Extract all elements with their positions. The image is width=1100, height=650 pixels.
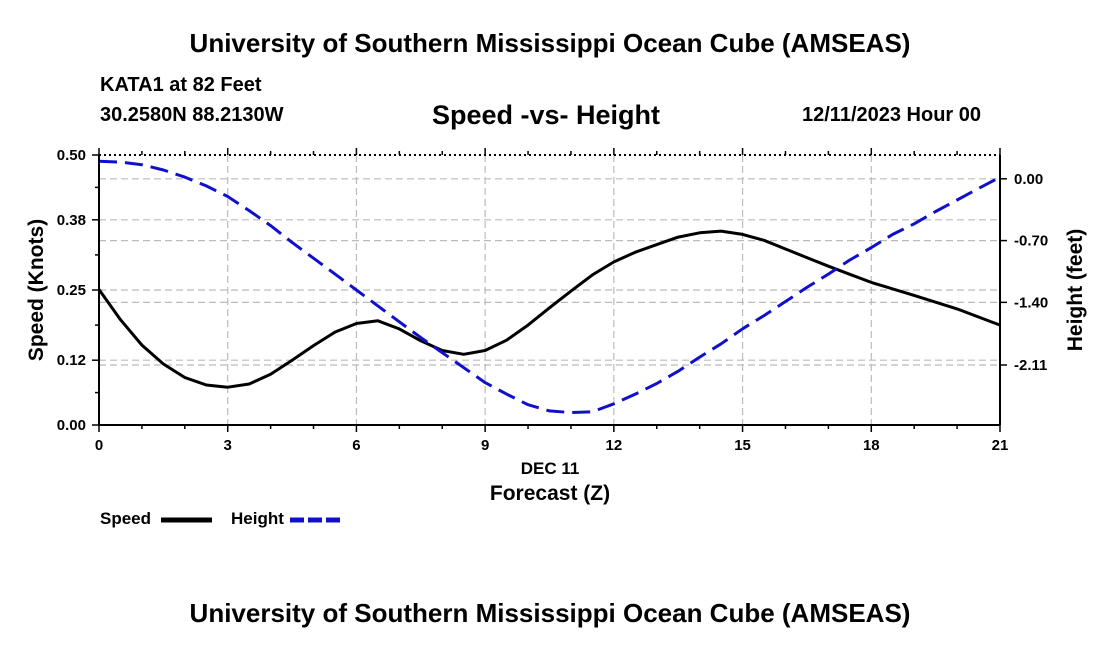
footer-title: University of Southern Mississippi Ocean…: [189, 598, 911, 628]
y-tick-label: 0.00: [57, 417, 86, 434]
y2-tick-label: -2.11: [1014, 357, 1047, 374]
y-tick-label: 0.25: [57, 282, 86, 299]
station-coordinates: 30.2580N 88.2130W: [100, 104, 284, 126]
x-tick-label: 18: [863, 437, 880, 454]
series-height-line: [98, 159, 1001, 415]
y2-axis-label: Height (feet): [1064, 229, 1087, 352]
y-tick-label: 0.12: [57, 352, 86, 369]
y2-tick-label: 0.00: [1014, 171, 1043, 188]
page-title: University of Southern Mississippi Ocean…: [189, 28, 911, 58]
plot-frame: [98, 154, 1001, 426]
x-tick-label: 15: [734, 437, 751, 454]
legend-height-label: Height: [231, 509, 284, 528]
x-axis-label: Forecast (Z): [490, 482, 610, 505]
x-tick-label: 12: [606, 437, 623, 454]
series-layer: [97, 159, 1001, 415]
forecast-datetime: 12/11/2023 Hour 00: [802, 104, 982, 126]
y-tick-label: 0.50: [57, 147, 86, 164]
x-tick-label: 9: [481, 437, 489, 454]
y-tick-label: 0.38: [57, 212, 86, 229]
series-speed-line: [97, 229, 1001, 389]
x-tick-label: 3: [224, 437, 232, 454]
chart-title: Speed -vs- Height: [432, 100, 661, 130]
x-tick-label: 0: [95, 437, 103, 454]
x-tick-label: 21: [992, 437, 1009, 454]
legend-speed-label: Speed: [100, 509, 152, 528]
y2-tick-label: -0.70: [1014, 233, 1048, 250]
station-label: KATA1 at 82 Feet: [100, 74, 262, 96]
y2-tick-label: -1.40: [1014, 294, 1048, 311]
x-tick-label: 6: [352, 437, 360, 454]
grid-layer: [99, 155, 1000, 425]
y-axis-label: Speed (Knots): [25, 219, 48, 361]
x-axis-date: DEC 11: [521, 459, 580, 478]
axis-layer: 0 3 6 9 12 15 18 21 DEC 11 Forecast (Z) 0.00 0.12 0.…: [25, 147, 1087, 505]
